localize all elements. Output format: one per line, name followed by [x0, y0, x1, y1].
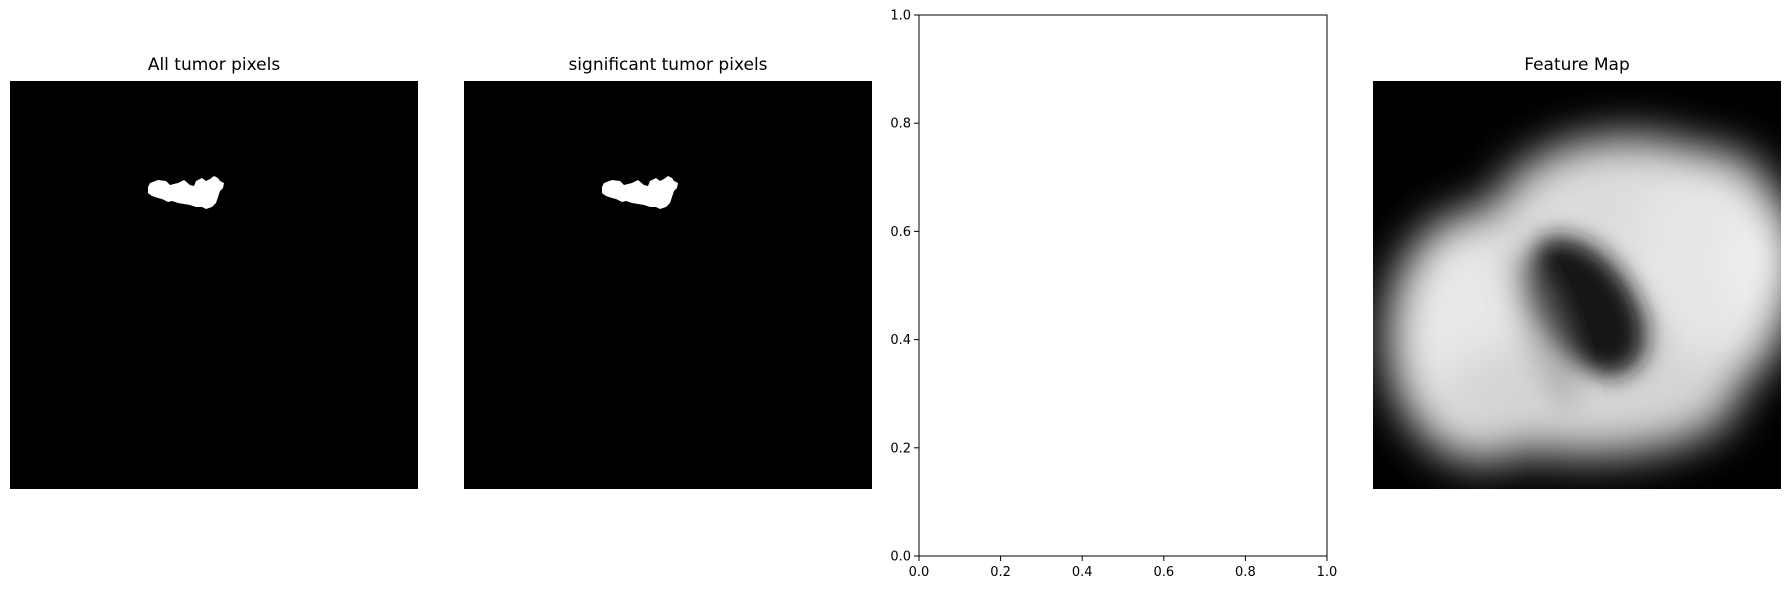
x-tick-label: 0.4: [1072, 565, 1093, 580]
y-tick-label: 0.4: [890, 333, 911, 348]
panel-title: Feature Map: [1524, 55, 1630, 75]
y-tick-label: 0.6: [890, 225, 911, 240]
axes-frame: [918, 14, 1328, 557]
y-tick-label: 1.0: [890, 9, 911, 24]
empty-axes-svg: 0.0 0.2 0.4 0.6 0.8 1.0 0.0 0.2 0.4 0.6 0.8 1.0: [890, 9, 1338, 581]
panel-title: All tumor pixels: [147, 55, 281, 75]
panel-feature-map: Feature Map: [1373, 55, 1781, 489]
y-tick-label: 0.2: [890, 441, 911, 456]
x-tick-label: 0.0: [909, 565, 930, 580]
panel-empty-axes: 0.0 0.2 0.4 0.6 0.8 1.0 0.0 0.2 0.4 0.6 0.8 1.0: [870, 0, 1340, 589]
x-tick-label: 0.2: [990, 565, 1011, 580]
x-tick-label: 0.8: [1235, 565, 1256, 580]
significant-mask-image: [464, 81, 872, 489]
tumor-blob: [148, 176, 224, 209]
panel-title: significant tumor pixels: [568, 55, 768, 75]
panel-significant-tumor-pixels: significant tumor pixels: [464, 55, 872, 489]
x-tick-label: 1.0: [1317, 565, 1338, 580]
feature-map-image: [1373, 81, 1781, 489]
panel-all-tumor-pixels: All tumor pixels: [10, 55, 418, 489]
y-tick-label: 0.0: [890, 550, 911, 565]
tumor-mask-image: [10, 81, 418, 489]
x-tick-label: 0.6: [1153, 565, 1174, 580]
tumor-blob: [602, 176, 678, 209]
y-tick-label: 0.8: [890, 117, 911, 132]
